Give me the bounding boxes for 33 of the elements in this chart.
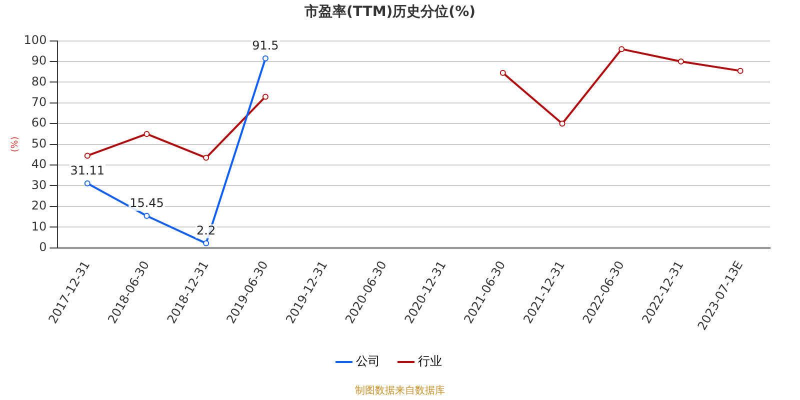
y-tick-label: 80	[31, 74, 47, 88]
point	[144, 212, 150, 219]
y-tick-label: 50	[31, 136, 47, 150]
point	[559, 120, 566, 127]
y-axis-title: (%)	[10, 136, 21, 152]
point	[618, 46, 625, 52]
y-tick-label: 40	[31, 157, 47, 172]
legend-label: 公司	[356, 354, 380, 368]
data-label: 15.45	[130, 196, 164, 210]
data-label: 91.5	[252, 38, 279, 53]
point	[262, 94, 268, 100]
y-tick-label: 0	[39, 240, 47, 254]
text: 制图数据来自数据库	[355, 384, 445, 397]
y-tick-label: 100	[24, 32, 47, 47]
y-tick-label: 20	[31, 198, 47, 213]
y-tick-label: 90	[31, 54, 47, 68]
point	[203, 240, 210, 246]
y-tick-label: 70	[31, 95, 47, 110]
y-tick-label: 30	[31, 178, 47, 192]
point	[84, 152, 90, 159]
point	[203, 154, 210, 161]
y-tick-label: 10	[31, 219, 47, 234]
y-tick-label: 60	[31, 116, 47, 130]
point	[500, 70, 506, 76]
data-label: 2.2	[196, 223, 216, 238]
data-label: 31.11	[70, 164, 105, 178]
legend-label: 行业	[418, 354, 442, 368]
point	[737, 68, 744, 74]
point	[678, 58, 684, 65]
point	[144, 130, 150, 137]
point	[84, 180, 90, 186]
chart-title: 市盈率(TTM)历史分位(%)	[304, 3, 476, 20]
point	[262, 55, 268, 62]
